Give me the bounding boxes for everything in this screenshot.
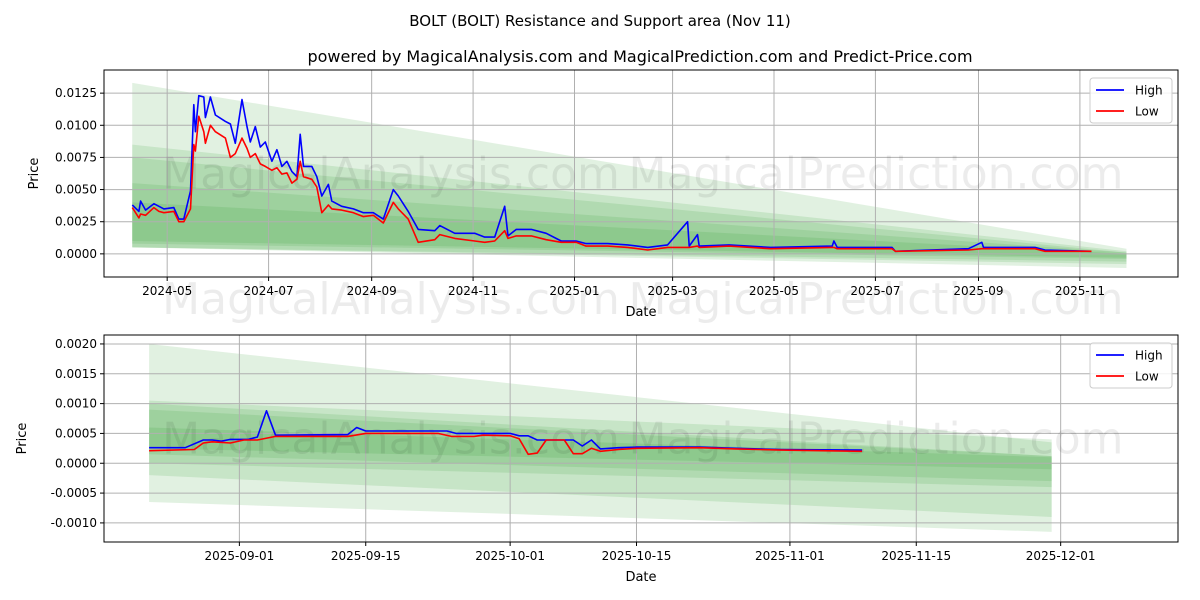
x-tick-label: 2025-09 (953, 284, 1003, 298)
x-tick-label: 2025-11 (1055, 284, 1105, 298)
legend-label-low: Low (1135, 105, 1159, 119)
series-line-high (149, 410, 863, 451)
x-tick-label: 2024-11 (448, 284, 498, 298)
x-tick-label: 2025-10-15 (602, 549, 672, 563)
x-tick-label: 2025-11-01 (755, 549, 825, 563)
x-tick-label: 2025-05 (749, 284, 799, 298)
support-resistance-band (132, 202, 1127, 258)
y-tick-label: 0.0010 (55, 397, 97, 411)
top-chart-panel: 0.0125 0.0100 0.0075 0.0050 0.0025 0.0000 2024… (27, 69, 1179, 325)
y-tick-label: 0.0015 (55, 367, 97, 381)
chart-subtitle: powered by MagicalAnalysis.com and Magic… (307, 47, 972, 66)
support-resistance-band (149, 403, 1052, 488)
x-tick-label: 2025-03 (648, 284, 698, 298)
support-resistance-band (132, 144, 1127, 265)
legend-label-high: High (1135, 349, 1163, 363)
x-axis-label: Date (625, 570, 656, 585)
support-resistance-band (149, 400, 1052, 517)
y-tick-label: 0.0020 (55, 337, 97, 351)
x-tick-label: 2025-07 (850, 284, 900, 298)
x-tick-label: 2024-05 (142, 284, 192, 298)
chart-title: BOLT (BOLT) Resistance and Support area … (409, 12, 791, 30)
legend-label-low: Low (1135, 370, 1159, 384)
y-tick-label: 0.0000 (55, 247, 97, 261)
y-tick-label: -0.0010 (51, 516, 97, 530)
x-tick-label: 2024-07 (244, 284, 294, 298)
y-tick-label: 0.0100 (55, 118, 97, 132)
y-tick-label: 0.0125 (55, 86, 97, 100)
legend-label-high: High (1135, 84, 1163, 98)
legend: High Low (1089, 77, 1173, 124)
y-axis-label: Price (27, 158, 42, 190)
support-resistance-band (149, 343, 1052, 532)
y-tick-label: 0.0025 (55, 215, 97, 229)
axes-frame (103, 334, 1179, 543)
series-line-high (131, 94, 1092, 253)
y-tick-label: 0.0000 (55, 456, 97, 470)
x-tick-label: 2025-12-01 (1026, 549, 1096, 563)
x-tick-label: 2025-01 (549, 284, 599, 298)
watermark: MagicalPrediction.com (629, 149, 1124, 200)
bottom-chart-panel: 0.0020 0.0015 0.0010 0.0005 0.0000 -0.0005 -0.… (15, 334, 1179, 585)
x-tick-label: 2025-09-01 (205, 549, 275, 563)
x-tick-label: 2025-11-15 (881, 549, 951, 563)
x-axis-label: Date (625, 305, 656, 320)
watermark: MagicalAnalysis.com (162, 274, 620, 325)
watermark: MagicalPrediction.com (629, 414, 1124, 465)
y-tick-label: 0.0005 (55, 426, 97, 440)
watermark: MagicalPrediction.com (629, 274, 1124, 325)
support-resistance-band (132, 183, 1127, 259)
x-tick-label: 2025-09-15 (331, 549, 401, 563)
y-axis-label: Price (15, 423, 30, 455)
y-tick-label: 0.0050 (55, 183, 97, 197)
y-tick-label: -0.0005 (51, 486, 97, 500)
axes-frame (103, 69, 1179, 278)
y-tick-label: 0.0075 (55, 150, 97, 164)
series-line-low (149, 432, 863, 456)
x-tick-label: 2025-10-01 (475, 549, 545, 563)
support-resistance-band (132, 157, 1127, 262)
watermark: MagicalAnalysis.com (162, 149, 620, 200)
x-tick-label: 2024-09 (347, 284, 397, 298)
legend: High Low (1089, 342, 1173, 389)
series-line-low (131, 115, 1092, 253)
